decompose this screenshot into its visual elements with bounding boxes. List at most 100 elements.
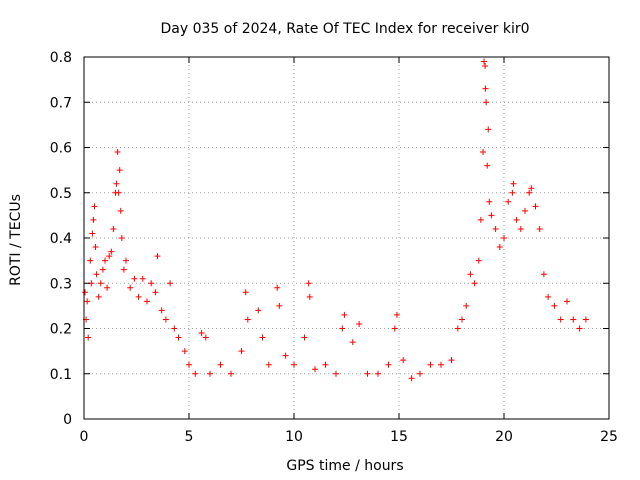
data-point	[291, 361, 297, 368]
x-tick-label: 10	[285, 429, 303, 445]
data-point	[104, 284, 111, 291]
y-axis-label: ROTI / TECUs	[8, 194, 24, 286]
data-point	[408, 375, 415, 382]
data-point	[306, 293, 313, 300]
data-point	[509, 189, 516, 196]
y-tick-label: 0.2	[50, 322, 72, 338]
data-point	[482, 63, 489, 70]
data-point	[475, 257, 482, 264]
data-point	[108, 248, 115, 255]
data-point	[217, 361, 224, 368]
data-point	[167, 280, 174, 287]
y-tick-label: 0.7	[50, 95, 72, 111]
data-point	[488, 212, 495, 219]
data-point	[175, 334, 182, 341]
data-point	[517, 225, 524, 232]
data-point	[482, 85, 489, 92]
data-point	[448, 357, 455, 364]
data-point	[120, 266, 127, 273]
data-point	[536, 225, 543, 232]
data-point	[312, 366, 318, 373]
chart-title: Day 035 of 2024, Rate Of TEC Index for r…	[160, 21, 529, 37]
data-point	[486, 198, 493, 205]
data-point	[463, 302, 470, 309]
data-point	[467, 271, 474, 278]
data-point	[274, 284, 281, 291]
y-tick-label: 0.8	[50, 50, 72, 66]
y-tick-label: 0.6	[50, 141, 72, 157]
data-point	[255, 307, 262, 314]
data-point	[551, 302, 558, 309]
data-point	[276, 302, 283, 309]
data-point	[186, 361, 192, 368]
data-point	[375, 370, 381, 377]
y-tick-label: 0.4	[50, 231, 72, 247]
data-point	[192, 370, 199, 377]
data-point	[480, 149, 486, 156]
data-point	[526, 189, 533, 196]
data-point	[259, 334, 266, 341]
data-point	[99, 266, 106, 273]
data-point	[305, 280, 312, 287]
data-point	[483, 99, 490, 106]
x-tick-label: 15	[390, 429, 408, 445]
data-point	[400, 357, 407, 364]
data-point	[139, 275, 146, 282]
data-point	[106, 253, 113, 260]
data-point	[102, 257, 108, 264]
data-point	[481, 58, 488, 65]
data-point	[87, 257, 94, 264]
data-point	[158, 307, 165, 314]
data-point	[582, 316, 589, 323]
data-point	[91, 203, 98, 210]
data-point	[385, 361, 392, 368]
data-point	[356, 320, 363, 327]
data-point	[171, 325, 178, 332]
data-point	[485, 126, 492, 133]
data-point	[115, 189, 122, 196]
data-point	[116, 167, 123, 174]
data-point	[114, 149, 121, 156]
data-point	[95, 293, 102, 300]
data-point	[513, 216, 520, 223]
data-point	[85, 334, 92, 341]
data-point	[322, 361, 329, 368]
data-point	[181, 348, 188, 355]
data-point	[427, 361, 434, 368]
data-point	[528, 185, 535, 192]
data-point	[113, 180, 120, 187]
data-point	[202, 334, 209, 341]
x-axis-label: GPS time / hours	[286, 458, 403, 474]
data-point	[238, 348, 245, 355]
data-point	[90, 216, 97, 223]
data-point	[540, 271, 547, 278]
data-point	[417, 370, 423, 377]
data-point	[477, 216, 484, 223]
data-point	[244, 316, 251, 323]
data-point	[198, 330, 205, 337]
data-point	[123, 257, 129, 264]
y-tick-label: 0.3	[50, 276, 72, 292]
data-point	[471, 280, 478, 287]
plot-frame	[83, 56, 610, 420]
data-point	[349, 339, 356, 346]
data-point	[93, 271, 100, 278]
data-point	[454, 325, 461, 332]
data-point	[391, 325, 398, 332]
data-point	[501, 235, 507, 241]
data-point	[265, 361, 272, 368]
data-point	[333, 370, 339, 377]
data-point	[97, 280, 104, 287]
data-point	[484, 162, 491, 169]
data-point	[82, 289, 89, 296]
data-point	[207, 370, 213, 377]
data-point	[110, 225, 117, 232]
data-point	[570, 316, 577, 323]
data-point	[564, 298, 570, 305]
data-point	[162, 316, 169, 323]
data-point	[117, 207, 124, 214]
data-point	[131, 275, 138, 282]
data-point	[135, 293, 142, 300]
data-point	[301, 334, 308, 341]
